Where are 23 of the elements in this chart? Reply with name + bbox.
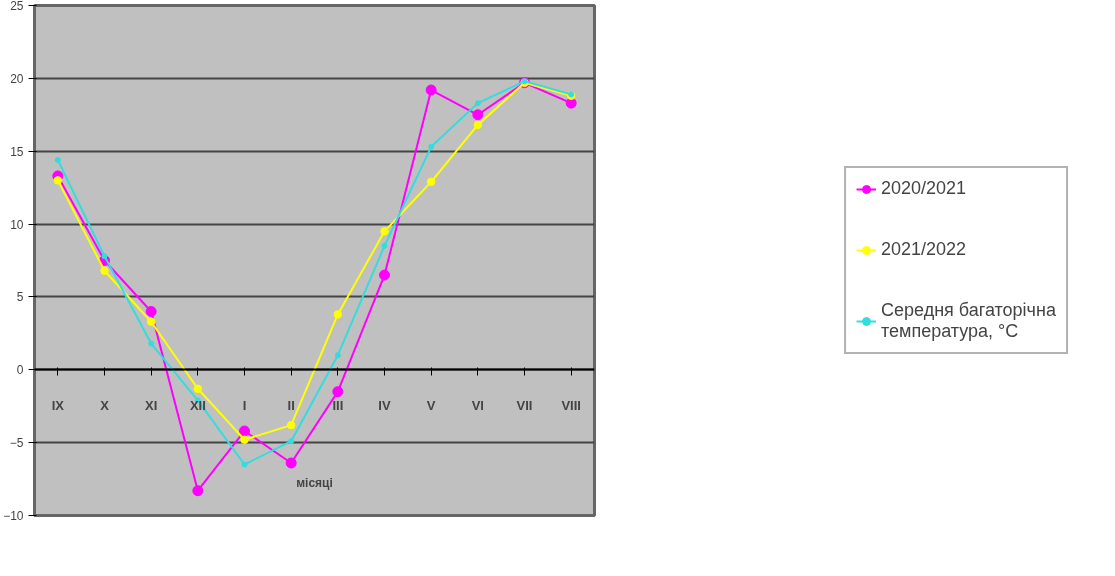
x-tick-label: IV: [378, 397, 391, 413]
x-tick-label: VII: [516, 397, 533, 413]
legend-label: Середня багаторічна температура, °C: [881, 300, 1056, 342]
y-tick-label: 25: [10, 0, 24, 13]
y-tick-label: −10: [3, 509, 24, 523]
x-tick-label: V: [426, 397, 436, 413]
y-tick-label: −5: [9, 436, 24, 451]
legend-label: 2020/2021: [881, 178, 967, 199]
y-tick-label: 20: [10, 71, 24, 86]
x-tick-label: XI: [145, 397, 158, 413]
y-tick-label: 0: [16, 363, 24, 378]
x-tick-label: IX: [51, 397, 65, 413]
x-axis-title: місяці: [296, 475, 333, 490]
x-tick-label: VI: [471, 397, 484, 413]
x-tick-label: I: [242, 397, 247, 413]
legend-label: 2021/2022: [881, 239, 967, 260]
x-tick-label: VIII: [561, 397, 581, 413]
x-tick-label: III: [332, 397, 344, 413]
y-tick-label: 10: [10, 217, 24, 232]
y-tick-label: 5: [16, 290, 24, 305]
x-tick-label: II: [287, 397, 295, 413]
x-tick-label: X: [100, 397, 110, 413]
y-tick-label: 15: [10, 144, 24, 159]
